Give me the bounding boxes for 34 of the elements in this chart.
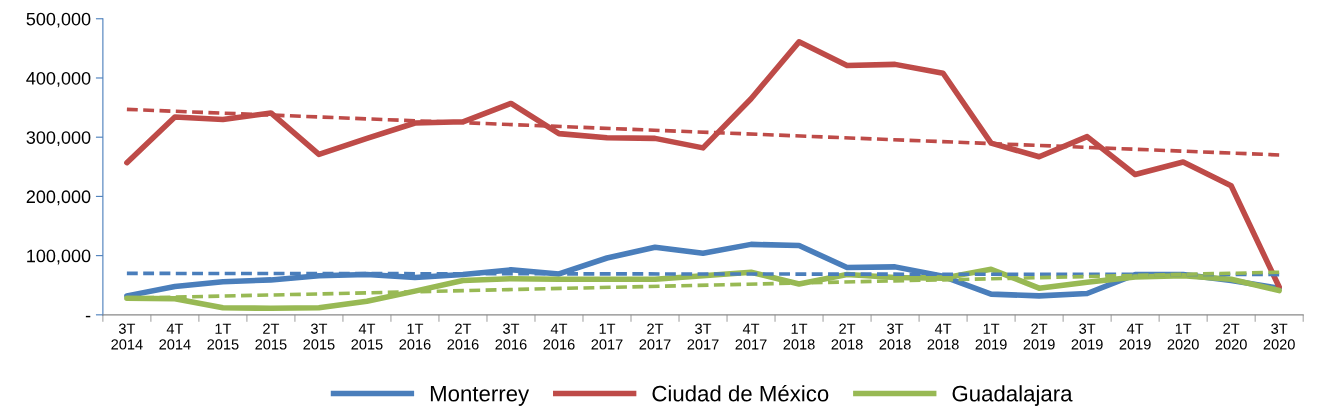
x-tick-label: 1T 2015	[207, 323, 239, 350]
legend-label: Monterrey	[430, 385, 530, 406]
y-tick-label: -	[85, 315, 91, 318]
legend-label: Ciudad de México	[652, 384, 829, 402]
x-tick-label: 4T 2018	[927, 323, 959, 350]
y-tick-label: 400,000	[26, 71, 91, 87]
x-tick-label: 1T 2018	[783, 323, 815, 350]
x-tick-label: 3T 2014	[111, 323, 143, 350]
x-tick-label: 3T 2016	[495, 323, 527, 350]
x-tick-label: 2T 2018	[831, 323, 863, 350]
x-tick-label: 4T 2019	[1119, 323, 1151, 350]
x-tick-label: 2T 2017	[639, 323, 671, 350]
x-tick-label: 2T 2015	[255, 323, 287, 350]
x-tick-label: 3T 2017	[687, 323, 719, 350]
legend-label: Guadalajara	[952, 385, 1073, 406]
x-tick-label: 3T 2018	[879, 323, 911, 350]
x-tick-label: 1T 2020	[1167, 323, 1199, 350]
x-tick-label: 3T 2019	[1071, 323, 1103, 350]
x-tick-label: 4T 2014	[159, 323, 191, 350]
x-tick-label: 2T 2016	[447, 323, 479, 350]
x-tick-label: 2T 2019	[1023, 323, 1055, 350]
y-tick-label: 100,000	[27, 249, 91, 265]
y-tick-label: 300,000	[26, 131, 91, 147]
x-tick-label: 4T 2017	[735, 323, 767, 350]
x-tick-label: 3T 2015	[303, 323, 335, 350]
x-tick-label: 1T 2019	[975, 323, 1007, 350]
x-tick-label: 1T 2017	[591, 323, 623, 350]
x-tick-label: 1T 2016	[399, 323, 431, 350]
y-tick-label: 500,000	[26, 12, 91, 28]
x-tick-label: 4T 2016	[543, 323, 575, 350]
x-tick-label: 3T 2020	[1263, 323, 1295, 350]
x-tick-label: 2T 2020	[1215, 323, 1247, 350]
y-tick-label: 200,000	[26, 190, 91, 206]
x-tick-label: 4T 2015	[351, 323, 383, 350]
